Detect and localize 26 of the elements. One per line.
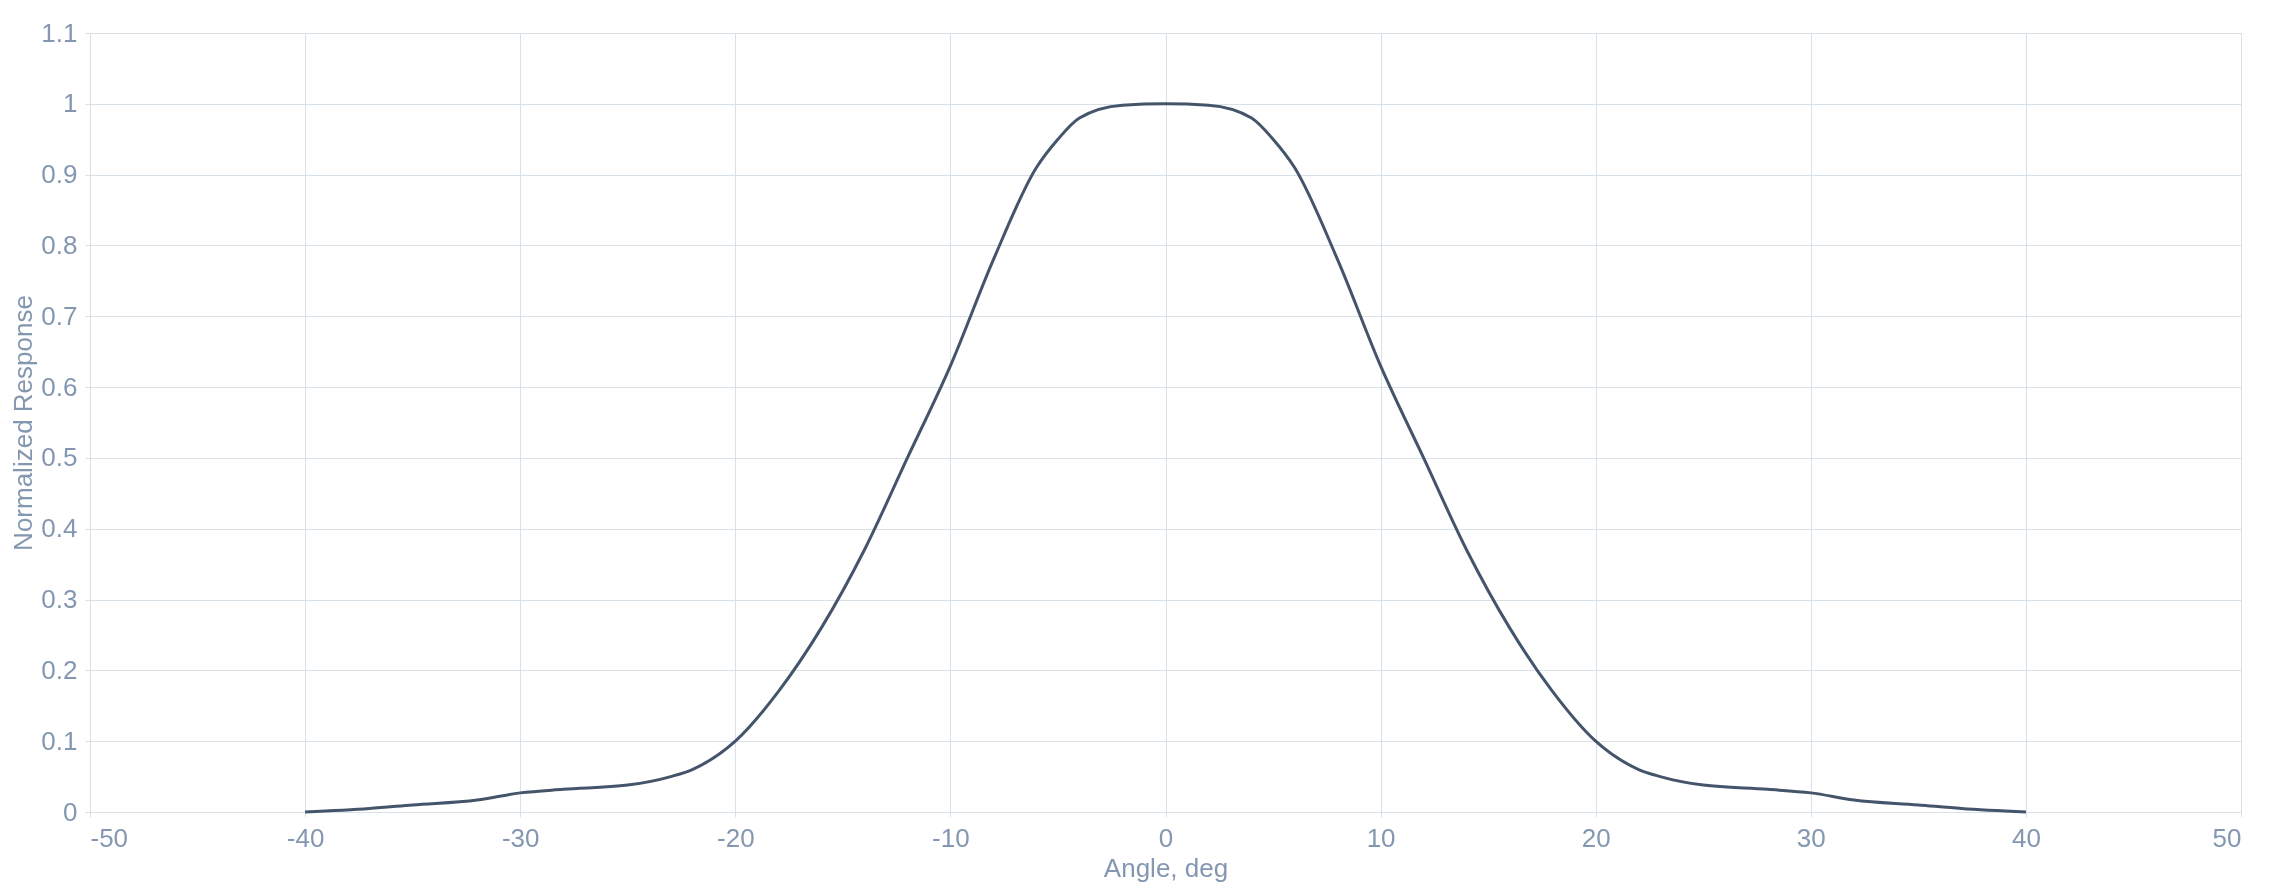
y-tick-label: 0.6 — [41, 371, 78, 402]
x-tick-label: 10 — [1366, 822, 1396, 853]
x-tick-label: -50 — [90, 822, 129, 853]
y-tick-label: 0.7 — [41, 300, 78, 331]
x-axis-title: Angle, deg — [1103, 852, 1229, 883]
x-tick-label: -10 — [932, 822, 970, 853]
y-tick-label: 1 — [63, 88, 78, 119]
y-tick-label: 0.9 — [41, 159, 78, 190]
y-tick-label: 0 — [63, 796, 78, 827]
y-tick-label: 0.8 — [41, 229, 78, 260]
x-tick-label: -40 — [286, 822, 325, 853]
y-tick-label: 0.2 — [41, 654, 78, 685]
x-tick-label: 30 — [1796, 822, 1826, 853]
y-tick-label: 1.1 — [41, 17, 78, 48]
y-tick-label: 0.4 — [41, 513, 78, 544]
x-tick-label: 40 — [2011, 822, 2041, 853]
y-axis-title: Normalized Response — [8, 295, 39, 551]
x-tick-label: -30 — [501, 822, 540, 853]
line-series — [303, 102, 2028, 814]
y-tick-label: 0.1 — [41, 725, 78, 756]
y-tick-label: 0.5 — [41, 442, 78, 473]
y-tick-label: 0.3 — [41, 584, 78, 615]
x-tick-label: -20 — [717, 822, 755, 853]
x-tick-label: 50 — [2212, 822, 2242, 853]
x-tick-label: 0 — [1158, 822, 1174, 853]
x-tick-label: 20 — [1581, 822, 1611, 853]
